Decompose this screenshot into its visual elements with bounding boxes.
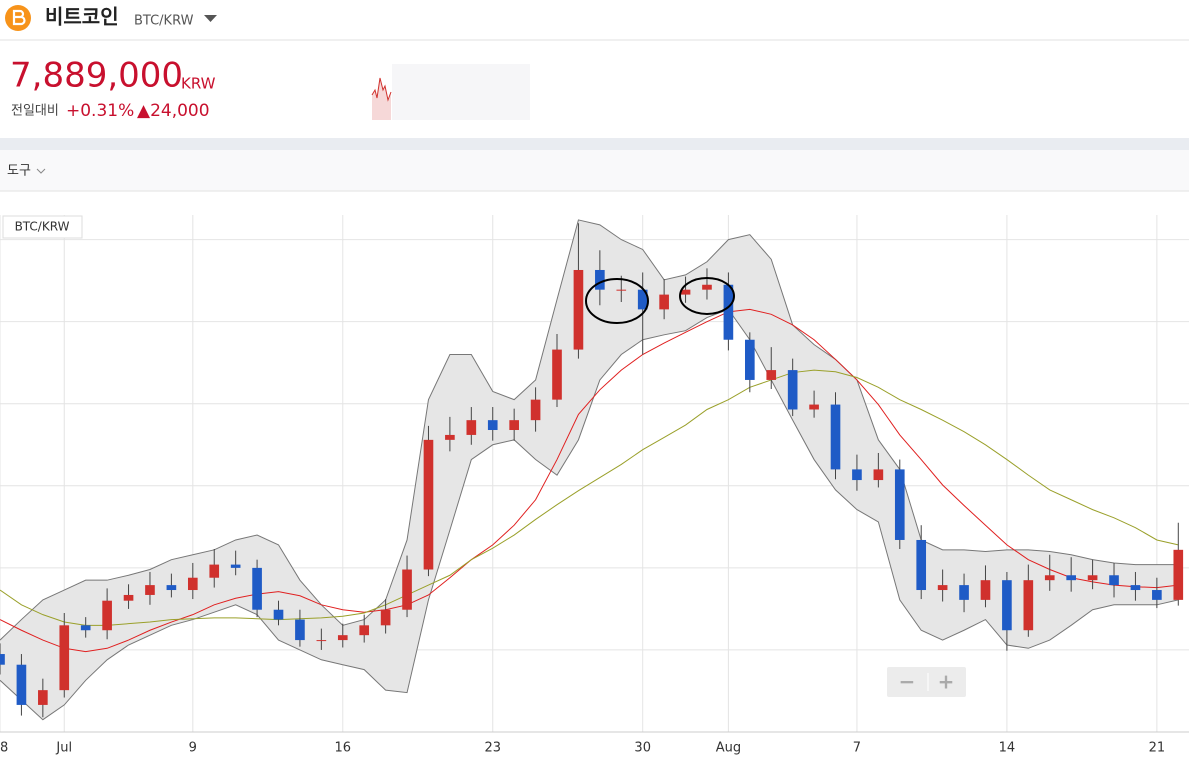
candle-body bbox=[530, 399, 541, 421]
annotation-circle bbox=[585, 278, 649, 324]
candle-body bbox=[830, 404, 841, 470]
candle-body bbox=[659, 294, 669, 310]
price: 7,889,000 bbox=[10, 56, 183, 96]
x-tick-label: 30 bbox=[634, 741, 651, 756]
candle-body bbox=[1066, 575, 1076, 581]
candle-body bbox=[123, 594, 134, 601]
candle-body bbox=[102, 600, 112, 631]
candle-body bbox=[1002, 580, 1012, 631]
candle-body bbox=[166, 585, 177, 591]
mini-chart-bg bbox=[392, 64, 530, 120]
candle-body bbox=[59, 625, 70, 691]
zoom-out[interactable]: − bbox=[899, 670, 916, 694]
candle-body bbox=[637, 289, 648, 310]
candle-body bbox=[959, 585, 969, 600]
coin-name: 비트코인 bbox=[45, 5, 119, 29]
candle-body bbox=[316, 640, 327, 642]
change-abs: ▲24,000 bbox=[137, 101, 210, 121]
x-tick-label: 8 bbox=[0, 741, 8, 756]
candle-body bbox=[937, 585, 948, 591]
candle-body bbox=[359, 625, 370, 636]
candle-body bbox=[145, 585, 155, 595]
candle-body bbox=[337, 635, 348, 641]
candle-body bbox=[680, 289, 691, 295]
candle-body bbox=[38, 690, 48, 705]
candle-body bbox=[209, 564, 220, 578]
candle-body bbox=[723, 284, 734, 340]
candle-body bbox=[873, 469, 884, 481]
moving-average bbox=[0, 308, 1179, 653]
x-tick-label: 9 bbox=[189, 741, 197, 756]
tools-chevron[interactable] bbox=[36, 168, 46, 174]
x-tick-label: 14 bbox=[999, 741, 1016, 756]
dropdown[interactable] bbox=[204, 15, 217, 22]
candle-body bbox=[809, 404, 819, 410]
candle-body bbox=[402, 569, 412, 610]
candle-body bbox=[230, 564, 241, 568]
x-tick-label: Aug bbox=[716, 741, 741, 756]
candle-body bbox=[894, 469, 905, 540]
candle-body bbox=[487, 420, 498, 431]
candle-body bbox=[616, 289, 627, 291]
candle-body bbox=[980, 580, 991, 600]
annotation-circle bbox=[679, 277, 735, 315]
candle-body bbox=[1173, 549, 1184, 600]
candle-body bbox=[702, 284, 712, 290]
candle-body bbox=[787, 370, 798, 410]
mini-chart-fill bbox=[372, 78, 391, 120]
x-tick-label: 7 bbox=[853, 741, 861, 756]
series-label-box bbox=[2, 215, 83, 239]
candle-body bbox=[466, 420, 477, 435]
candle-body bbox=[1130, 585, 1141, 591]
x-tick-label: 23 bbox=[484, 741, 501, 756]
zoom-control bbox=[887, 667, 966, 697]
x-tick-label: 16 bbox=[335, 741, 352, 756]
change-pct: +0.31% bbox=[66, 101, 134, 121]
candle-body bbox=[744, 339, 755, 380]
x-tick-label: 21 bbox=[1149, 741, 1166, 756]
candle-body bbox=[295, 619, 305, 641]
candle-body bbox=[916, 539, 927, 591]
bollinger-upper bbox=[0, 219, 1179, 641]
mini-chart-line bbox=[371, 77, 392, 102]
x-tick-label: Jul bbox=[55, 741, 72, 756]
candle-body bbox=[766, 370, 777, 380]
moving-average bbox=[0, 369, 1179, 626]
coin-pair: BTC/KRW bbox=[134, 14, 194, 29]
candle-body bbox=[573, 269, 584, 350]
currency: KRW bbox=[181, 75, 216, 93]
candle-body bbox=[1087, 575, 1098, 581]
change-label: 전일대비 bbox=[11, 104, 59, 119]
candle-body bbox=[445, 434, 455, 440]
candle-body bbox=[16, 664, 27, 705]
candle-body bbox=[0, 654, 5, 665]
candle-body bbox=[273, 609, 284, 620]
toolbar bbox=[0, 150, 1189, 191]
tools-button[interactable]: 도구 bbox=[7, 164, 31, 179]
candle-body bbox=[1109, 575, 1119, 586]
plot: 8 Jul 9 16 23 30 Aug 7 14 21 bbox=[0, 215, 1189, 756]
coin-symbol bbox=[12, 9, 26, 26]
candle-body bbox=[595, 269, 605, 290]
candle-body bbox=[80, 625, 91, 631]
candle-body bbox=[1152, 590, 1162, 600]
separator bbox=[0, 138, 1189, 150]
candle-body bbox=[1044, 575, 1055, 581]
zoom-in[interactable]: + bbox=[938, 670, 955, 694]
candle-body bbox=[187, 577, 198, 591]
candle-body bbox=[1023, 580, 1034, 631]
candle-body bbox=[552, 349, 562, 400]
candle-body bbox=[509, 420, 519, 431]
candle-body bbox=[423, 439, 434, 570]
series-label: BTC/KRW bbox=[15, 220, 70, 234]
bollinger-fill bbox=[0, 219, 1179, 720]
candle-body bbox=[852, 469, 862, 481]
candle-body bbox=[380, 609, 391, 626]
candle-body bbox=[252, 567, 262, 610]
